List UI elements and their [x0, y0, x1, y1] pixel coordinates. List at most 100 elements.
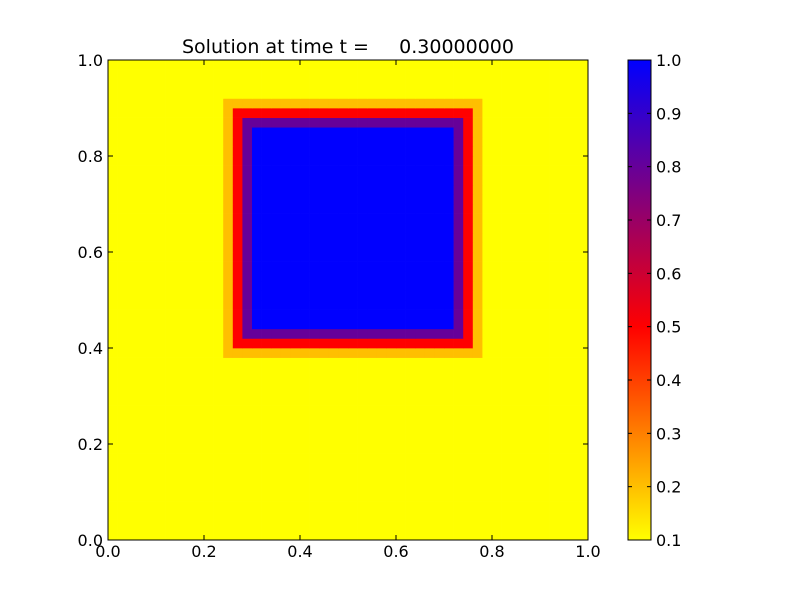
heatmap-cell	[127, 79, 138, 90]
heatmap-cell	[165, 520, 176, 531]
heatmap-cell	[463, 184, 474, 195]
heatmap-cell	[204, 453, 214, 464]
heatmap-cell	[376, 194, 387, 205]
heatmap-cell	[540, 444, 550, 454]
heatmap-cell	[300, 194, 310, 205]
heatmap-cell	[319, 463, 330, 474]
heatmap-cell	[136, 127, 147, 138]
heatmap-cell	[444, 300, 454, 310]
heatmap-cell	[424, 520, 435, 531]
heatmap-cell	[376, 79, 387, 90]
heatmap-cell	[386, 290, 397, 301]
heatmap-cell	[501, 415, 512, 426]
heatmap-cell	[242, 280, 253, 291]
heatmap-cell	[520, 396, 531, 406]
heatmap-cell	[280, 376, 291, 387]
heatmap-cell	[338, 117, 349, 128]
heatmap-cell	[434, 60, 445, 70]
heatmap-cell	[290, 511, 301, 522]
heatmap-cell	[463, 242, 474, 253]
heatmap-cell	[319, 136, 330, 147]
heatmap-cell	[424, 405, 435, 416]
heatmap-cell	[578, 60, 589, 70]
heatmap-cell	[424, 309, 435, 320]
heatmap-cell	[338, 69, 349, 80]
heatmap-cell	[472, 444, 483, 454]
heatmap-cell	[559, 367, 570, 378]
heatmap-cell	[578, 472, 589, 483]
heatmap-cell	[223, 472, 234, 483]
heatmap-cell	[501, 280, 512, 291]
heatmap-cell	[165, 108, 176, 118]
heatmap-cell	[520, 184, 531, 195]
heatmap-cell	[405, 184, 416, 195]
heatmap-cell	[367, 501, 378, 512]
heatmap-cell	[568, 434, 579, 445]
heatmap-cell	[559, 242, 570, 253]
heatmap-cell	[136, 530, 147, 541]
heatmap-cell	[444, 213, 454, 224]
heatmap-cell	[175, 117, 186, 128]
heatmap-cell	[156, 338, 166, 349]
heatmap-cell	[463, 146, 474, 157]
heatmap-cell	[424, 328, 435, 339]
heatmap-cell	[559, 108, 570, 118]
heatmap-cell	[501, 136, 512, 147]
heatmap-cell	[165, 204, 176, 214]
heatmap-cell	[568, 280, 579, 291]
heatmap-cell	[280, 194, 291, 205]
heatmap-cell	[280, 127, 291, 138]
heatmap-cell	[184, 290, 195, 301]
heatmap-cell	[328, 463, 339, 474]
heatmap-cell	[492, 117, 502, 128]
heatmap-cell	[549, 472, 560, 483]
heatmap-cell	[386, 348, 397, 358]
heatmap-cell	[376, 232, 387, 243]
heatmap-cell	[501, 424, 512, 435]
heatmap-cell	[453, 357, 464, 368]
heatmap-cell	[376, 405, 387, 416]
heatmap-cell	[328, 492, 339, 502]
heatmap-cell	[367, 520, 378, 531]
heatmap-cell	[415, 271, 426, 282]
heatmap-cell	[156, 69, 166, 80]
heatmap-cell	[549, 290, 560, 301]
heatmap-cell	[434, 194, 445, 205]
heatmap-cell	[453, 184, 464, 195]
heatmap-cell	[540, 453, 550, 464]
heatmap-cell	[136, 319, 147, 330]
heatmap-cell	[271, 108, 282, 118]
heatmap-cell	[136, 501, 147, 512]
heatmap-cell	[415, 79, 426, 90]
heatmap-cell	[348, 463, 358, 474]
heatmap-cell	[175, 453, 186, 464]
heatmap-cell	[520, 415, 531, 426]
heatmap-cell	[136, 328, 147, 339]
heatmap-cell	[184, 357, 195, 368]
heatmap-cell	[424, 300, 435, 310]
heatmap-cell	[540, 348, 550, 358]
heatmap-cell	[501, 367, 512, 378]
heatmap-cell	[530, 60, 541, 70]
heatmap-cell	[520, 232, 531, 243]
heatmap-cell	[242, 444, 253, 454]
heatmap-cell	[348, 501, 358, 512]
heatmap-cell	[204, 242, 214, 253]
heatmap-cell	[424, 444, 435, 454]
heatmap-cell	[463, 252, 474, 262]
heatmap-cell	[271, 367, 282, 378]
heatmap-cell	[549, 98, 560, 109]
heatmap-cell	[328, 242, 339, 253]
heatmap-cell	[261, 463, 272, 474]
heatmap-cell	[117, 204, 128, 214]
heatmap-cell	[165, 271, 176, 282]
heatmap-cell	[463, 60, 474, 70]
heatmap-cell	[492, 319, 502, 330]
heatmap-cell	[492, 520, 502, 531]
heatmap-cell	[424, 136, 435, 147]
heatmap-cell	[472, 88, 483, 99]
heatmap-cell	[482, 280, 493, 291]
heatmap-cell	[568, 223, 579, 234]
heatmap-cell	[396, 434, 406, 445]
heatmap-cell	[184, 482, 195, 493]
